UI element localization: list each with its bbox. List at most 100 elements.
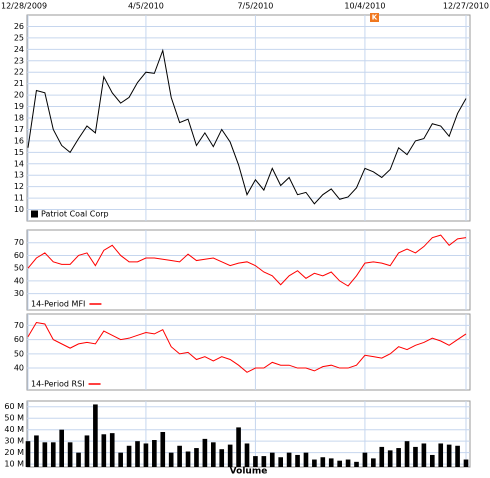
bar [362, 452, 368, 467]
y-tick-label: 50 [14, 349, 24, 358]
y-tick-label: 25 [14, 33, 24, 42]
y-tick-label: 60 M [4, 402, 24, 411]
bar [25, 441, 31, 467]
y-tick-label: 40 M [4, 425, 24, 434]
bar [413, 446, 418, 467]
bar [210, 442, 216, 467]
y-tick-label: 22 [14, 68, 24, 77]
bar [42, 442, 48, 467]
y-tick-label: 16 [14, 136, 24, 145]
bar [328, 458, 334, 467]
x-tick-label: 7/5/2010 [237, 2, 273, 11]
bar [404, 441, 410, 467]
bar [93, 404, 98, 467]
y-tick-label: 26 [14, 22, 24, 31]
bar [387, 450, 393, 467]
bar [185, 451, 191, 467]
bar [345, 459, 351, 467]
bar [446, 444, 452, 467]
bar [59, 429, 65, 467]
bar [463, 459, 469, 467]
y-tick-label: 20 [14, 91, 24, 100]
bar [194, 448, 199, 467]
bar [168, 452, 174, 467]
y-tick-label: 11 [14, 194, 24, 203]
y-tick-label: 10 [14, 205, 24, 214]
bar [312, 459, 317, 467]
x-tick-label: 4/5/2010 [128, 2, 164, 11]
series-line [27, 48, 467, 205]
bar [286, 452, 292, 467]
y-tick-label: 30 M [4, 437, 24, 446]
y-tick-label: 17 [14, 125, 24, 134]
bar [143, 443, 149, 467]
y-tick-label: 24 [14, 45, 24, 54]
x-axis-label: Volume [230, 467, 268, 477]
x-tick-label: 12/27/2010 [443, 2, 489, 11]
y-tick-label: 19 [14, 102, 24, 111]
legend-label: Patriot Coal Corp [41, 210, 109, 219]
bar [421, 443, 427, 467]
series-line [27, 234, 467, 287]
y-tick-label: 10 M [4, 460, 24, 469]
bar [396, 448, 401, 467]
bar [152, 440, 157, 467]
y-tick-label: 30 [14, 289, 24, 298]
bar [126, 445, 132, 467]
legend-label: 14-Period MFI [31, 300, 85, 309]
bar [337, 460, 342, 467]
y-tick-label: 23 [14, 56, 24, 65]
y-tick-label: 40 [14, 276, 24, 285]
bar [135, 441, 140, 467]
bar [160, 431, 166, 467]
y-tick-label: 18 [14, 114, 24, 123]
panel [26, 229, 471, 311]
y-tick-label: 70 [14, 238, 24, 247]
bar [227, 444, 233, 467]
bar [371, 458, 376, 467]
y-tick-label: 50 M [4, 414, 24, 423]
bar [109, 433, 115, 467]
annotation: K [372, 14, 378, 22]
y-tick-label: 20 M [4, 448, 24, 457]
y-tick-label: 70 [14, 321, 24, 330]
bar [244, 443, 250, 467]
bar [303, 452, 309, 467]
y-tick-label: 13 [14, 171, 24, 180]
y-tick-label: 40 [14, 364, 24, 373]
x-tick-label: 10/4/2010 [344, 2, 385, 11]
x-tick-label: 12/28/2009 [1, 2, 47, 11]
bar [278, 457, 284, 467]
bar [177, 445, 182, 467]
y-tick-label: 12 [14, 182, 24, 191]
bar [34, 435, 39, 467]
y-tick-label: 60 [14, 251, 24, 260]
y-tick-label: 15 [14, 148, 24, 157]
bar [261, 456, 267, 467]
bar [438, 443, 444, 467]
panel [26, 313, 471, 391]
bar [236, 427, 241, 467]
y-tick-label: 60 [14, 335, 24, 344]
bar [84, 435, 90, 467]
series-line [27, 321, 467, 373]
bar [354, 461, 359, 467]
bar [379, 446, 385, 467]
bar [455, 445, 460, 467]
bar [253, 456, 258, 467]
bar [202, 438, 208, 467]
bar [101, 434, 107, 467]
legend-label: 14-Period RSI [31, 380, 85, 389]
bar [76, 452, 81, 467]
bar [50, 442, 56, 467]
y-tick-label: 21 [14, 79, 24, 88]
legend-symbol [31, 210, 38, 218]
annotation-icon [370, 13, 379, 22]
bar [269, 452, 275, 467]
bar [219, 449, 225, 467]
bar [429, 454, 435, 467]
bar [295, 454, 300, 467]
bar [320, 457, 326, 467]
